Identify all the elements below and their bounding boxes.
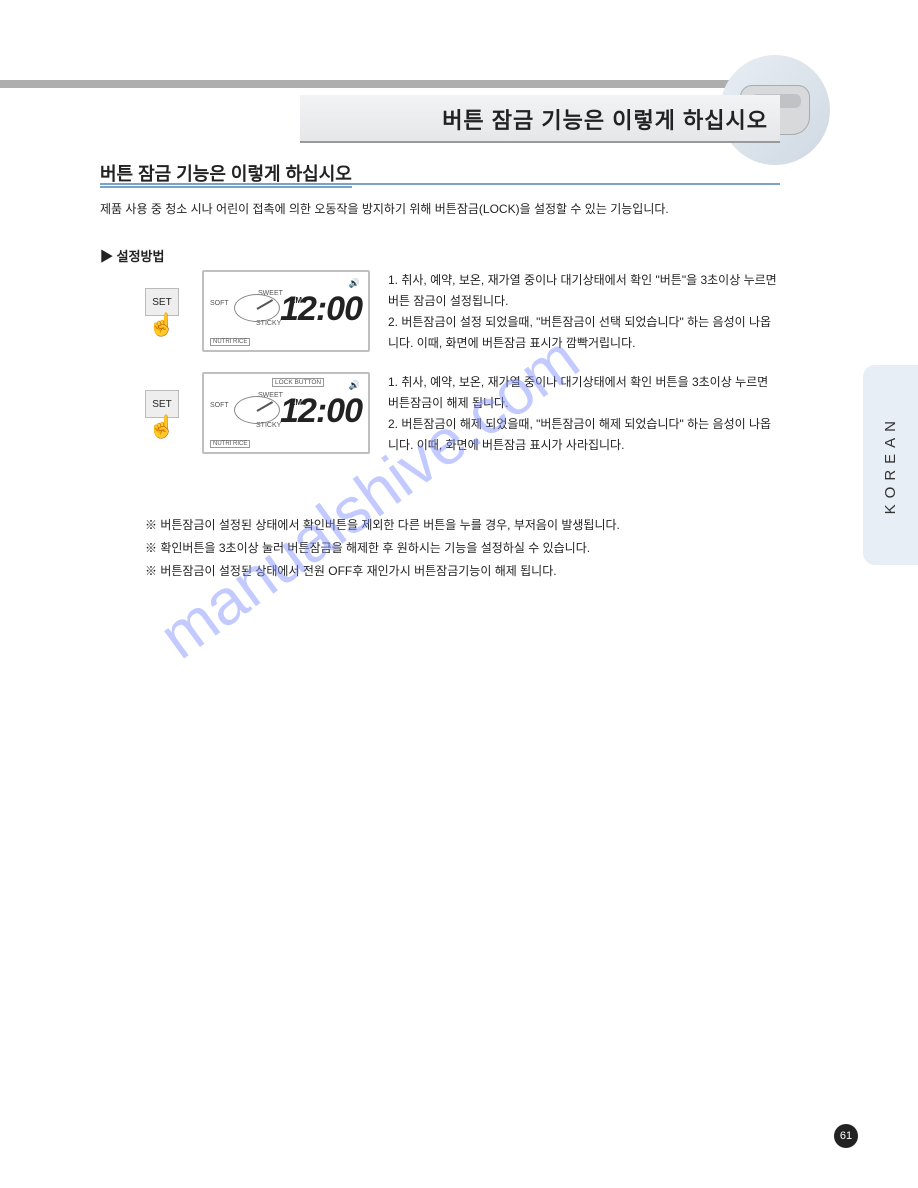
notes-block: ※ 버튼잠금이 설정된 상태에서 확인버튼을 제외한 다른 버튼을 누를 경우,… [145,514,745,582]
lcd-soft: SOFT [210,300,229,307]
set-button-label: SET [152,399,171,410]
speaker-icon: 🔊 [349,380,360,391]
lcd-nutri: NUTRI RICE [210,338,250,346]
lcd-dial-icon [234,396,280,424]
step-row-2: SET ☝ SOFT SWEET STICKY NUTRI RICE LOCK … [140,372,780,456]
hand-press-icon: ☝ [140,416,184,438]
lcd-display-2: SOFT SWEET STICKY NUTRI RICE LOCK BUTTON… [202,372,370,454]
note-2: ※ 확인버튼을 3초이상 눌러 버튼잠금을 해제한 후 원하시는 기능을 설정하… [145,537,745,560]
page-number: 61 [840,1130,852,1142]
lcd-nutri: NUTRI RICE [210,440,250,448]
lcd-time: 12:00 [280,290,362,329]
step-1-line-2: 2. 버튼잠금이 설정 되었을때, "버튼잠금이 선택 되었습니다" 하는 음성… [388,312,780,354]
set-button-illustration: SET ☝ [140,390,184,438]
page-number-badge: 61 [834,1124,858,1148]
lcd-dial-icon [234,294,280,322]
method-label: ▶ 설정방법 [100,246,164,265]
set-button-illustration: SET ☝ [140,288,184,336]
set-button-label: SET [152,297,171,308]
intro-text: 제품 사용 중 청소 시나 어린이 접촉에 의한 오동작을 방지하기 위해 버튼… [100,200,800,219]
note-1: ※ 버튼잠금이 설정된 상태에서 확인버튼을 제외한 다른 버튼을 누를 경우,… [145,514,745,537]
note-3: ※ 버튼잠금이 설정된 상태에서 전원 OFF후 재인가시 버튼잠금기능이 해제… [145,560,745,583]
section-underline [100,183,780,185]
page-title-band: 버튼 잠금 기능은 이렇게 하십시오 [300,95,780,143]
step-2-line-2: 2. 버튼잠금이 해제 되었을때, "버튼잠금이 해제 되었습니다" 하는 음성… [388,414,780,456]
step-1-line-1: 1. 취사, 예약, 보온, 재가열 중이나 대기상태에서 확인 "버튼"을 3… [388,270,780,312]
step-1-text: 1. 취사, 예약, 보온, 재가열 중이나 대기상태에서 확인 "버튼"을 3… [388,270,780,354]
header-bar [0,80,760,88]
lcd-lock: LOCK BUTTON [272,378,324,387]
hand-press-icon: ☝ [140,314,184,336]
language-tab-label: KOREAN [882,415,899,514]
lcd-soft: SOFT [210,402,229,409]
speaker-icon: 🔊 [349,278,360,289]
step-2-line-1: 1. 취사, 예약, 보온, 재가열 중이나 대기상태에서 확인 버튼을 3초이… [388,372,780,414]
step-2-text: 1. 취사, 예약, 보온, 재가열 중이나 대기상태에서 확인 버튼을 3초이… [388,372,780,456]
page-title: 버튼 잠금 기능은 이렇게 하십시오 [312,103,768,135]
step-row-1: SET ☝ SOFT SWEET STICKY NUTRI RICE 🔊 AM … [140,270,780,354]
lcd-display-1: SOFT SWEET STICKY NUTRI RICE 🔊 AM 12:00 [202,270,370,352]
language-tab: KOREAN [863,365,918,565]
lcd-time: 12:00 [280,392,362,431]
